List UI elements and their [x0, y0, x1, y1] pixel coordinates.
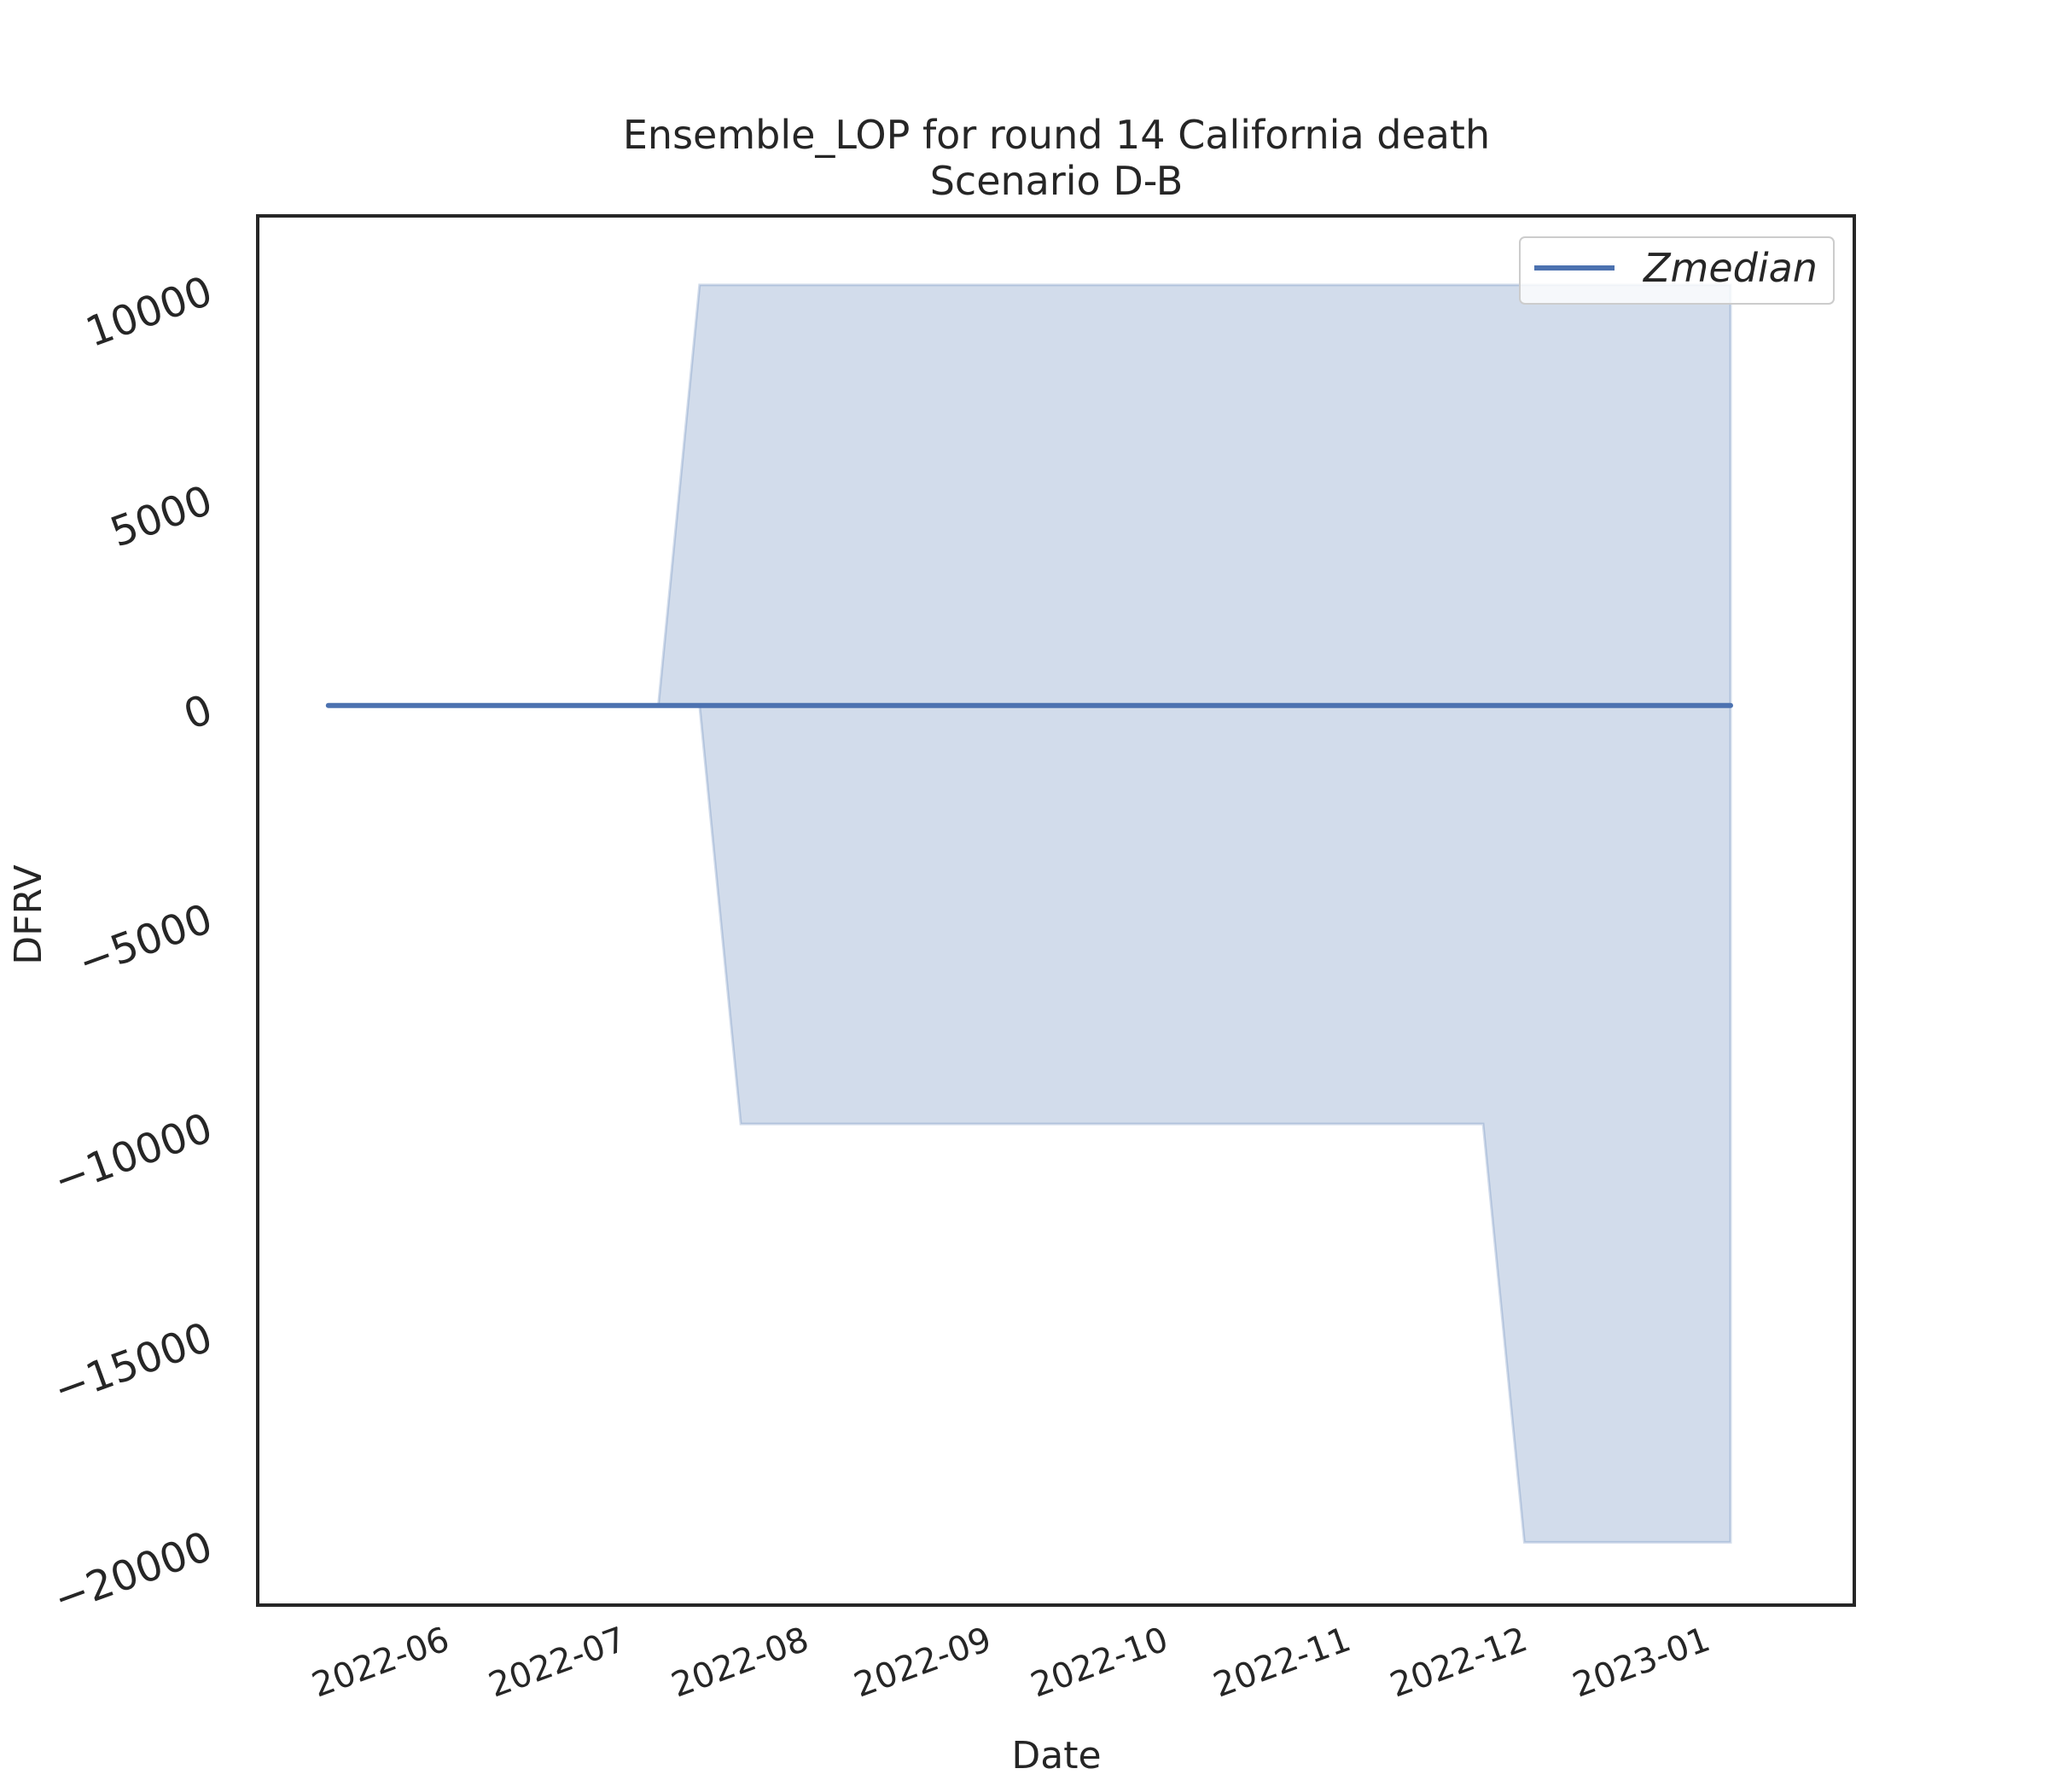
x-tick-label: 2022-08: [666, 1620, 814, 1705]
x-tick-label: 2022-12: [1385, 1620, 1533, 1705]
y-tick-label: −5000: [72, 895, 218, 987]
legend-box: [1519, 236, 1835, 305]
y-tick-label: 10000: [79, 267, 218, 357]
x-axis-label: Date: [1011, 1734, 1101, 1777]
y-axis-label: DFRV: [7, 864, 50, 964]
legend-entry-zmedian: Zmedian: [1642, 245, 1818, 291]
x-tick-label: 2022-11: [1208, 1620, 1356, 1705]
x-tick-label: 2022-10: [1026, 1620, 1173, 1705]
y-tick-label: −10000: [48, 1104, 218, 1206]
y-tick-label: −15000: [48, 1313, 218, 1415]
band-layer: [328, 283, 1732, 1544]
x-tick-label: 2023-01: [1568, 1620, 1715, 1705]
y-tick-label: 5000: [104, 476, 218, 556]
plot-area: [325, 283, 1733, 1544]
x-tick-label: 2022-09: [849, 1620, 997, 1705]
uncertainty-band: [328, 283, 1732, 1544]
chart-subtitle: Scenario D-B: [930, 158, 1184, 204]
x-tick-label: 2022-06: [307, 1620, 455, 1705]
y-axis-ticks: 10000 5000 0 −5000 −10000 −15000 −20000: [48, 267, 218, 1624]
x-axis-ticks: 2022-06 2022-07 2022-08 2022-09 2022-10 2022-…: [307, 1620, 1715, 1705]
x-tick-label: 2022-07: [484, 1620, 631, 1705]
y-tick-label: −20000: [48, 1522, 218, 1624]
plot-frame: [256, 214, 1856, 1607]
y-tick-label: 0: [177, 685, 218, 739]
legend: Zmedian: [1519, 236, 1835, 305]
chart-title: Ensemble_LOP for round 14 California dea…: [623, 112, 1490, 158]
